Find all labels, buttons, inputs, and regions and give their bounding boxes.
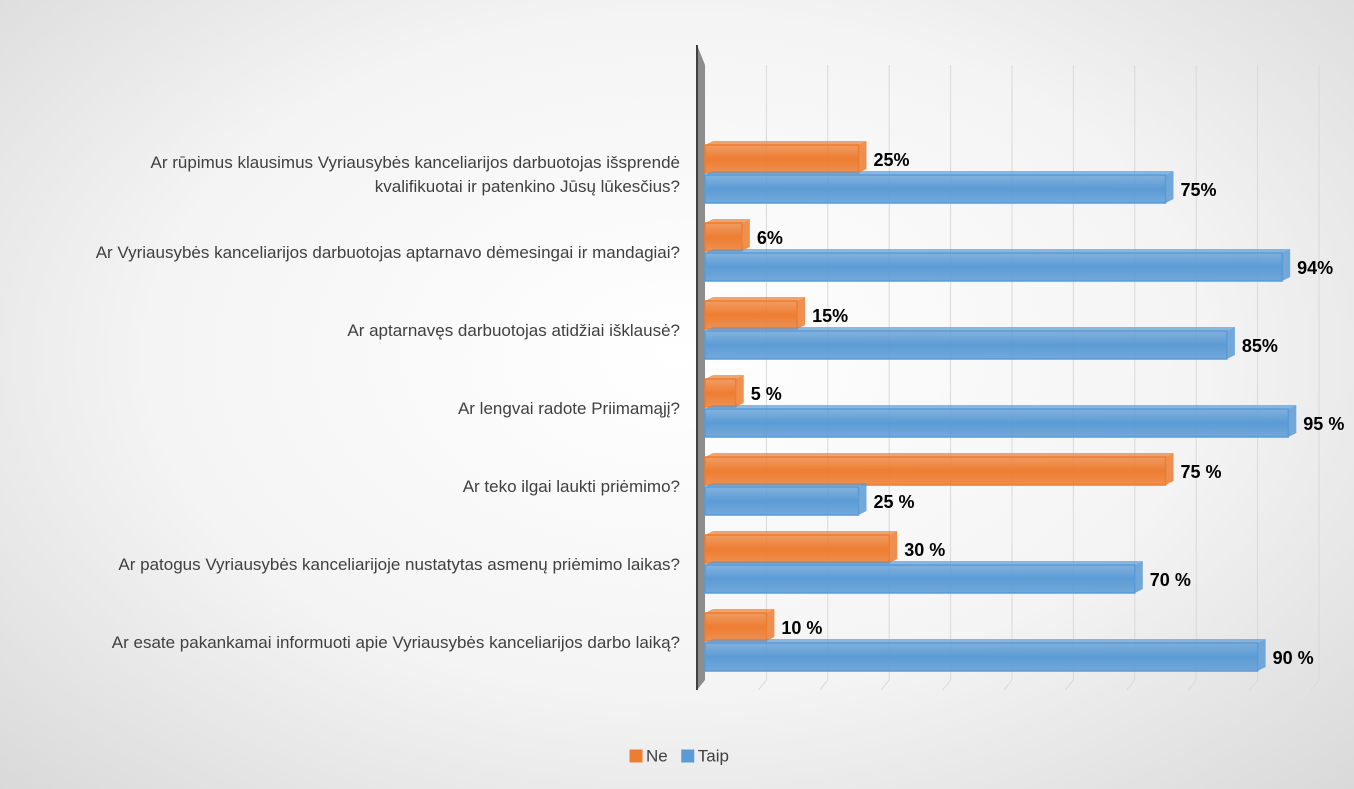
category-label: Ar esate pakankamai informuoti apie Vyri… <box>111 633 680 652</box>
data-label: 75 % <box>1181 462 1222 482</box>
bar-top <box>705 531 898 535</box>
bar-top <box>705 249 1291 253</box>
category-label: Ar Vyriausybės kanceliarijos darbuotojas… <box>95 243 680 262</box>
legend-label: Taip <box>698 746 729 765</box>
bar <box>704 456 1167 486</box>
axis-wall <box>697 45 705 690</box>
bar <box>704 564 1136 594</box>
bar-top <box>705 141 867 145</box>
data-label: 85% <box>1242 336 1278 356</box>
data-label: 25% <box>874 150 910 170</box>
bar-side <box>1165 453 1174 485</box>
data-label: 70 % <box>1150 570 1191 590</box>
bar-side <box>766 609 775 641</box>
bar-top <box>705 609 775 613</box>
data-label: 15% <box>812 306 848 326</box>
bar-top <box>705 297 806 301</box>
category-label: Ar lengvai radote Priimamąjį? <box>457 399 680 418</box>
bar-top <box>705 171 1174 175</box>
bar <box>704 408 1290 438</box>
bar <box>704 252 1283 282</box>
legend-swatch <box>681 749 695 763</box>
legend-label: Ne <box>646 746 668 765</box>
bar <box>704 612 768 642</box>
bar <box>704 534 890 564</box>
bar <box>704 642 1259 672</box>
bar <box>704 144 860 174</box>
bar-top <box>705 639 1266 643</box>
grid-floor <box>1003 679 1013 691</box>
category-label: Ar aptarnavęs darbuotojas atidžiai iškla… <box>347 321 680 340</box>
grid-floor <box>1249 679 1258 691</box>
bar-side <box>858 141 867 173</box>
bar <box>704 222 743 252</box>
bar-top <box>705 219 750 223</box>
bar-side <box>1288 405 1297 437</box>
grid-floor <box>880 679 890 691</box>
bar-side <box>741 219 750 251</box>
bar-top <box>705 453 1174 457</box>
bar-side <box>1226 327 1235 359</box>
bar-top <box>705 405 1297 409</box>
bar-side <box>1134 561 1143 593</box>
bar-top <box>705 561 1143 565</box>
bar-side <box>858 483 867 515</box>
bar-side <box>1257 639 1266 671</box>
grid-floor <box>1126 679 1136 691</box>
grid-floor <box>819 679 829 691</box>
bar-side <box>889 531 898 563</box>
grid-floor <box>1065 679 1074 691</box>
bar-side <box>1165 171 1174 203</box>
bar <box>704 300 798 330</box>
data-label: 95 % <box>1303 414 1344 434</box>
bar <box>704 486 860 516</box>
category-label: Ar teko ilgai laukti priėmimo? <box>462 477 680 496</box>
data-label: 94% <box>1297 258 1333 278</box>
grid-floor <box>758 679 767 691</box>
category-label: Ar patogus Vyriausybės kanceliarijoje nu… <box>118 555 680 574</box>
bar <box>704 330 1228 360</box>
data-label: 30 % <box>904 540 945 560</box>
grid-floor <box>1310 679 1320 691</box>
bar <box>704 378 737 408</box>
bar-top <box>705 375 744 379</box>
grid-floor <box>1187 679 1197 691</box>
category-label: Ar rūpimus klausimus Vyriausybės kanceli… <box>150 153 680 196</box>
data-label: 10 % <box>781 618 822 638</box>
bar-side <box>735 375 744 407</box>
data-label: 6% <box>757 228 783 248</box>
bar-side <box>797 297 806 329</box>
bar-top <box>705 327 1235 331</box>
bar-top <box>705 483 867 487</box>
data-label: 25 % <box>874 492 915 512</box>
legend-swatch <box>629 749 643 763</box>
grid-floor <box>942 679 951 691</box>
data-label: 5 % <box>751 384 782 404</box>
data-label: 90 % <box>1273 648 1314 668</box>
bar <box>704 174 1167 204</box>
data-label: 75% <box>1181 180 1217 200</box>
bar-side <box>1282 249 1291 281</box>
